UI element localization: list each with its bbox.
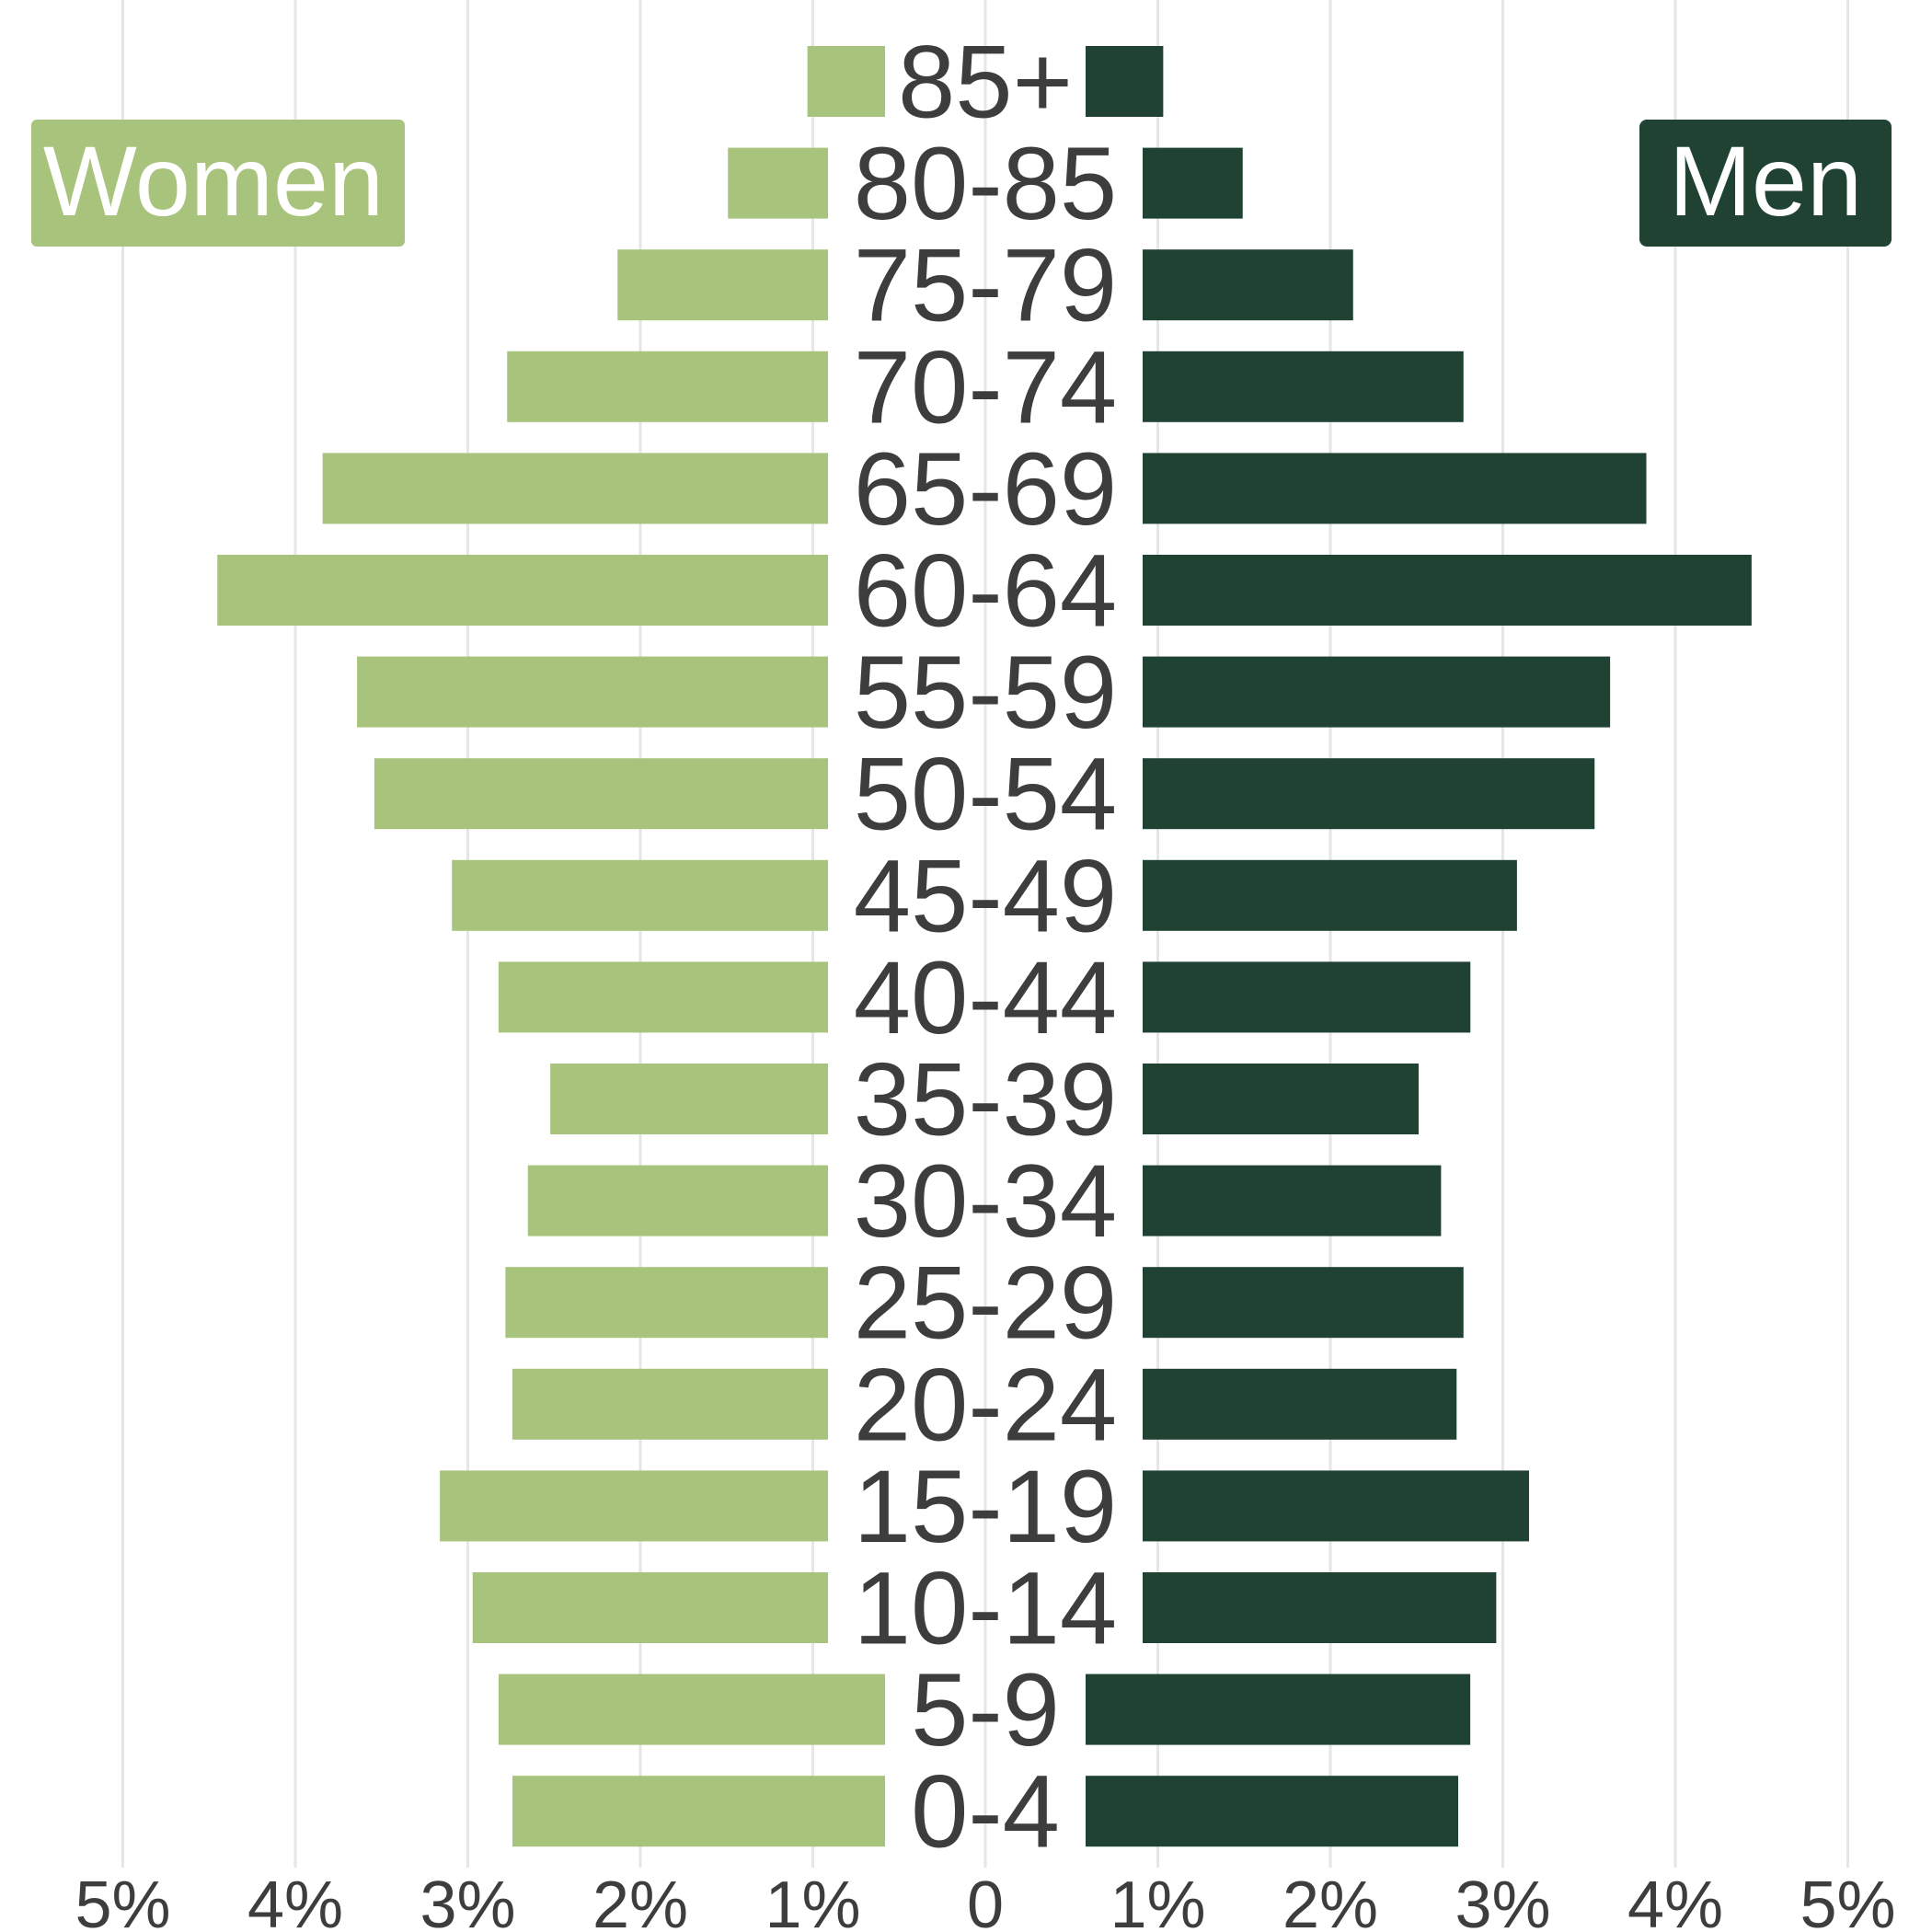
- x-tick-label: 1%: [1110, 1869, 1205, 1932]
- bar-men: [1143, 351, 1464, 422]
- age-group-label: 80-85: [854, 126, 1117, 241]
- age-group-label: 5-9: [911, 1652, 1060, 1767]
- women-bars: [217, 46, 885, 1847]
- legend-women-label: Women: [43, 125, 384, 236]
- bar-women: [217, 555, 828, 626]
- age-group-label: 25-29: [854, 1246, 1117, 1361]
- bar-women: [499, 1673, 885, 1745]
- bar-men: [1143, 859, 1517, 931]
- bar-women: [507, 351, 828, 422]
- bar-women: [728, 147, 828, 219]
- age-group-label: 15-19: [854, 1449, 1117, 1564]
- age-group-label: 35-39: [854, 1042, 1117, 1157]
- bar-men: [1143, 249, 1353, 321]
- bar-men: [1143, 1368, 1457, 1440]
- x-tick-label: 5%: [75, 1869, 170, 1932]
- bar-men: [1143, 1572, 1497, 1643]
- bar-women: [617, 249, 828, 321]
- age-group-label: 55-59: [854, 635, 1117, 750]
- bar-women: [807, 46, 885, 117]
- bar-women: [357, 656, 828, 728]
- age-group-label: 0-4: [911, 1754, 1060, 1869]
- bar-men: [1143, 147, 1243, 219]
- bar-women: [452, 859, 828, 931]
- bar-women: [498, 961, 828, 1033]
- bar-women: [440, 1470, 828, 1542]
- legend-women: Women: [31, 120, 405, 247]
- x-tick-label: 1%: [765, 1869, 860, 1932]
- x-tick-label: 3%: [1455, 1869, 1550, 1932]
- age-group-label: 40-44: [854, 940, 1117, 1055]
- bar-men: [1143, 656, 1611, 728]
- bar-men: [1143, 758, 1595, 830]
- bar-men: [1086, 1673, 1471, 1745]
- age-group-label: 75-79: [854, 228, 1117, 343]
- x-tick-label: 3%: [420, 1869, 515, 1932]
- x-tick-label: 4%: [1627, 1869, 1723, 1932]
- bar-men: [1143, 453, 1647, 524]
- bar-men: [1143, 1165, 1442, 1236]
- bar-men: [1143, 1267, 1464, 1339]
- bar-men: [1143, 1064, 1419, 1134]
- bar-women: [505, 1267, 828, 1339]
- legend-men-box: [1639, 120, 1892, 247]
- x-tick-label: 2%: [1282, 1869, 1378, 1932]
- men-bars: [1086, 46, 1752, 1847]
- bar-men: [1086, 1776, 1458, 1847]
- bar-men: [1143, 1470, 1529, 1542]
- age-group-label: 10-14: [854, 1551, 1117, 1666]
- bar-men: [1143, 555, 1752, 626]
- age-group-label: 70-74: [854, 329, 1117, 444]
- age-group-label: 20-24: [854, 1347, 1117, 1462]
- x-axis-tick-labels: 5% 4% 3% 2% 1% 0 1% 2% 3% 4% 5%: [75, 1869, 1895, 1932]
- age-group-labels: 85+80-8575-7970-7465-6960-6455-5950-5445…: [854, 25, 1117, 1869]
- bar-women: [374, 758, 828, 830]
- x-tick-label: 2%: [592, 1869, 688, 1932]
- bar-men: [1143, 961, 1471, 1033]
- age-group-label: 60-64: [854, 534, 1117, 649]
- legend-women-box: [31, 120, 405, 247]
- bar-women: [512, 1368, 828, 1440]
- bar-women: [512, 1776, 885, 1847]
- bar-women: [322, 453, 828, 524]
- age-group-label: 65-69: [854, 431, 1117, 546]
- x-tick-label: 5%: [1800, 1869, 1895, 1932]
- bar-men: [1086, 46, 1164, 117]
- age-group-label: 50-54: [854, 737, 1117, 852]
- x-tick-label: 4%: [247, 1869, 343, 1932]
- x-tick-label: 0: [967, 1869, 1004, 1932]
- bar-women: [472, 1572, 828, 1643]
- age-group-label: 85+: [898, 25, 1073, 140]
- age-group-label: 30-34: [854, 1144, 1117, 1259]
- bar-women: [527, 1165, 828, 1236]
- legend-men-label: Men: [1669, 125, 1862, 236]
- legend-men: Men: [1639, 120, 1892, 247]
- age-group-label: 45-49: [854, 838, 1117, 953]
- bar-women: [550, 1064, 828, 1134]
